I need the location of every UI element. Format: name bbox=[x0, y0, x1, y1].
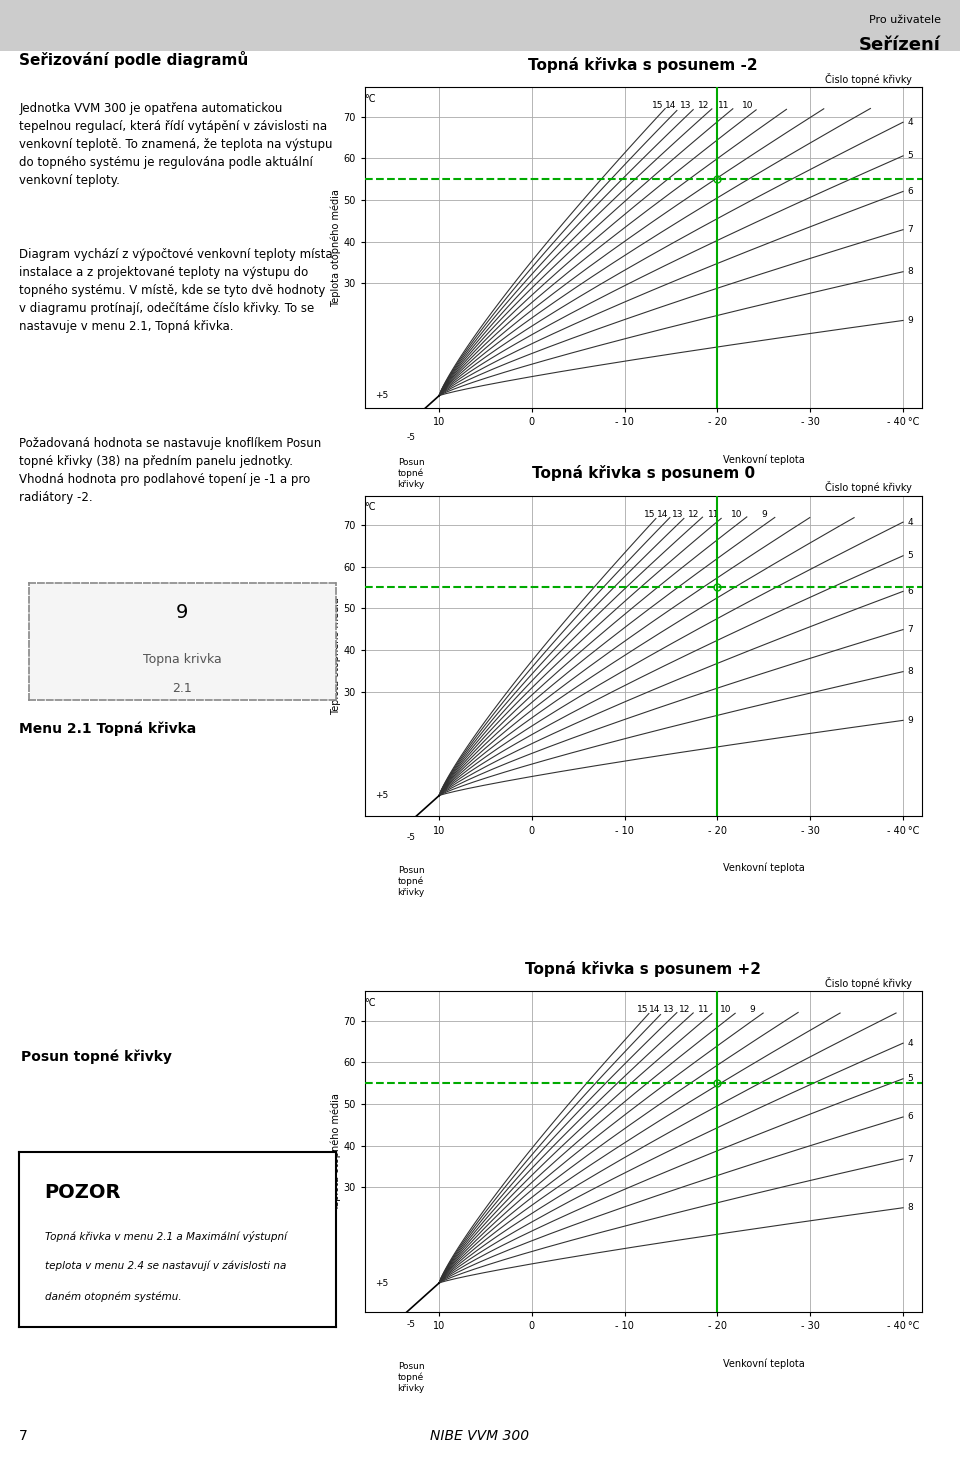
Text: 8: 8 bbox=[908, 267, 913, 276]
Text: Posun
topné
křivky: Posun topné křivky bbox=[397, 458, 425, 488]
Text: Venkovní teplota: Venkovní teplota bbox=[723, 1357, 804, 1369]
Text: -5: -5 bbox=[407, 833, 416, 841]
Y-axis label: Teplota otopného média: Teplota otopného média bbox=[330, 598, 341, 714]
Text: 15: 15 bbox=[644, 510, 656, 519]
Text: Čislo topné křivky: Čislo topné křivky bbox=[826, 977, 912, 989]
Text: -5: -5 bbox=[407, 1319, 416, 1330]
Text: 11: 11 bbox=[718, 102, 730, 111]
Text: 6: 6 bbox=[908, 1112, 913, 1121]
Text: Topná křivka s posunem +2: Topná křivka s posunem +2 bbox=[525, 961, 761, 977]
Text: 9: 9 bbox=[908, 316, 913, 325]
Text: Diagram vychází z výpočtové venkovní teploty místa
instalace a z projektované te: Diagram vychází z výpočtové venkovní tep… bbox=[19, 248, 333, 332]
Text: 5: 5 bbox=[908, 152, 913, 160]
Text: 7: 7 bbox=[19, 1429, 28, 1443]
Text: Požadovaná hodnota se nastavuje knoflíkem Posun
topné křivky (38) na předním pan: Požadovaná hodnota se nastavuje knoflíke… bbox=[19, 437, 322, 504]
Text: °C: °C bbox=[364, 503, 375, 512]
Y-axis label: Teplota otopného média: Teplota otopného média bbox=[330, 1094, 341, 1210]
Text: Posun
topné
křivky: Posun topné křivky bbox=[397, 866, 425, 897]
Text: °C: °C bbox=[364, 999, 375, 1007]
Text: 9: 9 bbox=[177, 602, 188, 623]
Text: teplota v menu 2.4 se nastavují v závislosti na: teplota v menu 2.4 se nastavují v závisl… bbox=[44, 1260, 286, 1271]
Text: 6: 6 bbox=[908, 187, 913, 195]
Text: 13: 13 bbox=[680, 102, 691, 111]
Text: Topná křivka s posunem -2: Topná křivka s posunem -2 bbox=[528, 57, 758, 73]
Text: 15: 15 bbox=[636, 1006, 648, 1015]
Text: POZOR: POZOR bbox=[44, 1184, 121, 1203]
Text: NIBE VVM 300: NIBE VVM 300 bbox=[430, 1429, 530, 1443]
Text: Čislo topné křivky: Čislo topné křivky bbox=[826, 481, 912, 493]
Text: Venkovní teplota: Venkovní teplota bbox=[723, 862, 804, 873]
Text: 9: 9 bbox=[750, 1006, 756, 1015]
Text: Menu 2.1 Topná křivka: Menu 2.1 Topná křivka bbox=[19, 722, 197, 736]
Text: +5: +5 bbox=[374, 792, 388, 800]
Text: Topna krivka: Topna krivka bbox=[143, 653, 222, 665]
Text: +5: +5 bbox=[374, 1279, 388, 1287]
Text: 5: 5 bbox=[908, 551, 913, 560]
Text: 11: 11 bbox=[708, 510, 719, 519]
Text: 8: 8 bbox=[908, 668, 913, 677]
Text: 4: 4 bbox=[908, 518, 913, 526]
Text: Topná křivka s posunem 0: Topná křivka s posunem 0 bbox=[532, 465, 755, 481]
Text: 4: 4 bbox=[908, 118, 913, 127]
Text: 14: 14 bbox=[665, 102, 677, 111]
Text: daném otopném systému.: daném otopném systému. bbox=[44, 1292, 181, 1302]
Text: 2.1: 2.1 bbox=[173, 682, 192, 694]
Text: 13: 13 bbox=[662, 1006, 674, 1015]
Text: +5: +5 bbox=[374, 391, 388, 401]
Text: 7: 7 bbox=[908, 225, 913, 235]
Text: °C: °C bbox=[364, 95, 375, 104]
Text: Posun
topné
křivky: Posun topné křivky bbox=[397, 1362, 425, 1392]
Text: 12: 12 bbox=[688, 510, 700, 519]
Text: Jednotka VVM 300 je opatřena automatickou
tepelnou regulací, která řídí vytápění: Jednotka VVM 300 je opatřena automaticko… bbox=[19, 102, 333, 187]
Text: 13: 13 bbox=[671, 510, 683, 519]
Text: Seřizování podle diagramů: Seřizování podle diagramů bbox=[19, 51, 249, 69]
Text: Venkovní teplota: Venkovní teplota bbox=[723, 453, 804, 465]
Text: Seřízení: Seřízení bbox=[859, 36, 941, 54]
Text: -5: -5 bbox=[407, 433, 416, 442]
Text: 7: 7 bbox=[908, 1155, 913, 1163]
Text: 10: 10 bbox=[731, 510, 742, 519]
Y-axis label: Teplota otopného média: Teplota otopného média bbox=[330, 190, 341, 306]
Text: Topná křivka v menu 2.1 a Maximální výstupní: Topná křivka v menu 2.1 a Maximální výst… bbox=[44, 1231, 286, 1242]
Text: Posun topné křivky: Posun topné křivky bbox=[20, 1050, 172, 1064]
Text: 6: 6 bbox=[908, 588, 913, 596]
Text: 9: 9 bbox=[908, 716, 913, 725]
Text: 9: 9 bbox=[761, 510, 767, 519]
Text: 7: 7 bbox=[908, 625, 913, 634]
Text: 5: 5 bbox=[908, 1075, 913, 1083]
Text: 14: 14 bbox=[649, 1006, 660, 1015]
Text: 10: 10 bbox=[741, 102, 753, 111]
Text: 12: 12 bbox=[679, 1006, 690, 1015]
Text: Čislo topné křivky: Čislo topné křivky bbox=[826, 73, 912, 85]
Text: 10: 10 bbox=[720, 1006, 732, 1015]
Text: 11: 11 bbox=[698, 1006, 709, 1015]
Text: 14: 14 bbox=[657, 510, 668, 519]
Text: 4: 4 bbox=[908, 1038, 913, 1048]
Text: 8: 8 bbox=[908, 1203, 913, 1212]
Text: 12: 12 bbox=[698, 102, 708, 111]
Text: Pro uživatele: Pro uživatele bbox=[869, 15, 941, 25]
Text: 15: 15 bbox=[652, 102, 663, 111]
